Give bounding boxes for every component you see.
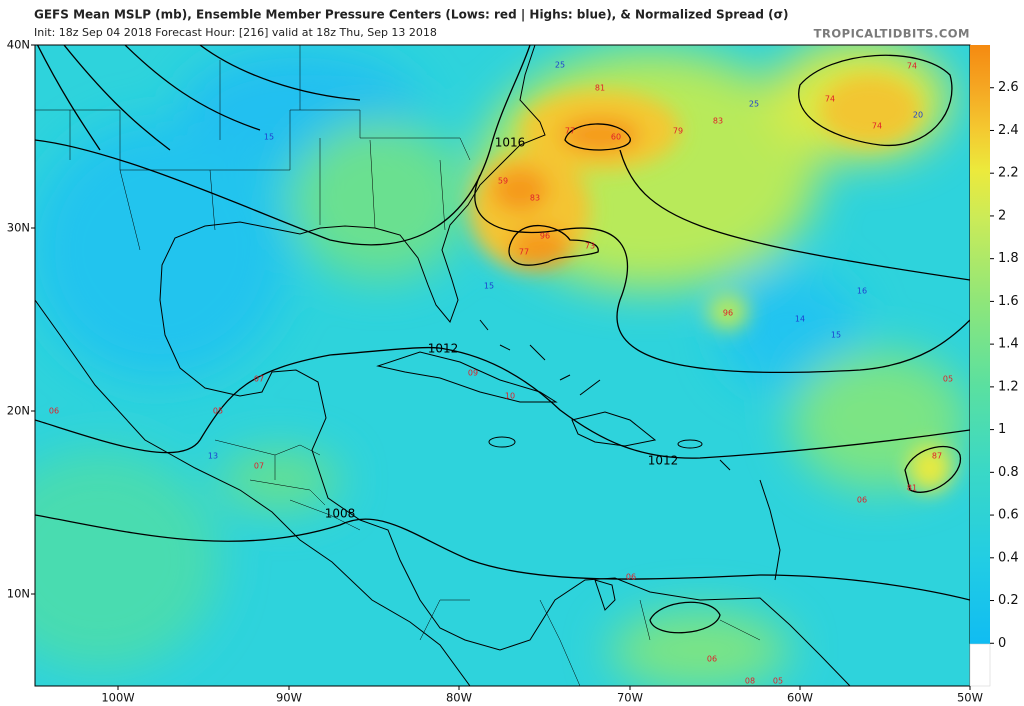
high-center: 20 (913, 111, 923, 120)
low-center: 81 (595, 84, 605, 93)
colorbar-label: 2.4 (998, 123, 1019, 138)
low-center: 87 (932, 452, 942, 461)
high-center: 15 (831, 331, 841, 340)
low-center: 60 (611, 133, 621, 142)
colorbar-label: 0.4 (998, 550, 1019, 565)
low-center: 74 (825, 95, 835, 104)
title: GEFS Mean MSLP (mb), Ensemble Member Pre… (34, 8, 788, 22)
colorbar-label: 2.2 (998, 166, 1019, 181)
colorbar-label: 1.8 (998, 251, 1019, 266)
map-area (35, 45, 970, 686)
low-center: 73 (585, 242, 595, 251)
low-center: 05 (773, 677, 783, 686)
isobar-label: 1012 (428, 342, 459, 356)
low-center: 74 (907, 62, 917, 71)
colorbar-label: 1.6 (998, 294, 1019, 309)
high-center: 16 (857, 287, 867, 296)
low-center: 96 (540, 232, 550, 241)
colorbar-label: 2.6 (998, 80, 1019, 95)
low-center: 77 (565, 127, 575, 136)
isobar-label: 1012 (648, 454, 679, 468)
lon-label: 70W (617, 691, 643, 705)
low-center: 06 (857, 496, 867, 505)
high-center: 25 (749, 100, 759, 109)
source: TROPICALTIDBITS.COM (814, 27, 970, 41)
low-center: 06 (49, 407, 59, 416)
low-center: 06 (707, 655, 717, 664)
high-center: 14 (795, 315, 805, 324)
low-center: 05 (943, 375, 953, 384)
borders (35, 45, 761, 686)
low-center: 83 (713, 117, 723, 126)
coastlines (35, 45, 851, 686)
high-center: 15 (264, 133, 274, 142)
colorbar-label: 2 (998, 208, 1006, 223)
high-center: 25 (555, 61, 565, 70)
lat-label: 30N (7, 221, 30, 235)
high-center: 13 (208, 452, 218, 461)
lon-label: 90W (276, 691, 302, 705)
low-center: 06 (626, 573, 636, 582)
subtitle: Init: 18z Sep 04 2018 Forecast Hour: [21… (34, 26, 437, 39)
colorbar-bottom (969, 643, 991, 687)
isobar-label: 1016 (495, 136, 526, 150)
isobar-label: 1008 (325, 507, 356, 521)
low-center: 59 (498, 177, 508, 186)
low-center: 96 (723, 309, 733, 318)
colorbar-label: 0.8 (998, 465, 1019, 480)
low-center: 79 (673, 127, 683, 136)
lon-label: 100W (101, 691, 134, 705)
colorbar-label: 0 (998, 636, 1006, 651)
high-center: 15 (484, 282, 494, 291)
low-center: 07 (254, 462, 264, 471)
low-center: 10 (505, 392, 515, 401)
isobars (35, 45, 970, 634)
lon-label: 50W (957, 691, 983, 705)
low-center: 09 (468, 369, 478, 378)
lat-label: 10N (7, 587, 30, 601)
low-center: 08 (745, 677, 755, 686)
colorbar-label: 0.2 (998, 593, 1019, 608)
colorbar-label: 1.2 (998, 379, 1019, 394)
low-center: 77 (519, 248, 529, 257)
low-center: 81 (907, 484, 917, 493)
colorbar-label: 0.6 (998, 508, 1019, 523)
colorbar-label: 1 (998, 422, 1006, 437)
colorbar-label: 1.4 (998, 337, 1019, 352)
low-center: 07 (254, 375, 264, 384)
lon-label: 60W (787, 691, 813, 705)
low-center: 83 (530, 194, 540, 203)
colorbar (970, 45, 990, 644)
lat-label: 40N (7, 38, 30, 52)
lat-label: 20N (7, 404, 30, 418)
low-center: 74 (872, 122, 882, 131)
lon-label: 80W (446, 691, 472, 705)
low-center: 05 (213, 407, 223, 416)
